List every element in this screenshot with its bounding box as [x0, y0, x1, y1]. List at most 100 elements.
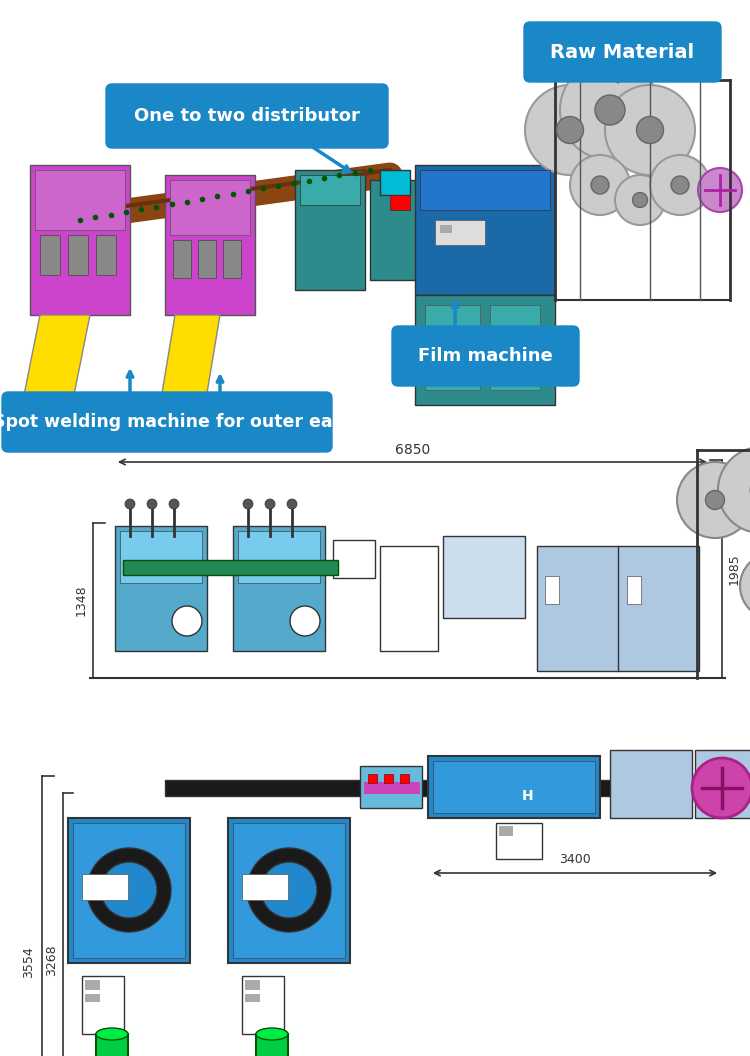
Circle shape	[556, 116, 584, 144]
Circle shape	[650, 155, 710, 215]
Bar	[82, 976, 124, 1034]
Circle shape	[615, 175, 665, 225]
Text: 3268: 3268	[45, 945, 58, 977]
Circle shape	[671, 176, 689, 194]
Text: 6850: 6850	[394, 444, 430, 457]
Bar	[433, 761, 595, 813]
Bar	[380, 546, 438, 650]
Bar	[238, 531, 320, 583]
Bar	[610, 750, 692, 818]
Circle shape	[595, 95, 625, 125]
Bar	[82, 874, 128, 900]
Bar	[245, 994, 260, 1002]
Bar	[242, 874, 288, 900]
Polygon shape	[20, 315, 90, 415]
Circle shape	[247, 848, 331, 932]
Circle shape	[637, 116, 664, 144]
Bar	[415, 295, 555, 406]
FancyBboxPatch shape	[524, 22, 721, 82]
Circle shape	[243, 499, 253, 509]
Bar	[245, 980, 260, 991]
Bar	[165, 780, 610, 796]
Bar	[35, 170, 125, 230]
Bar	[364, 782, 420, 794]
Bar	[428, 756, 600, 818]
Bar	[390, 195, 410, 210]
Circle shape	[147, 499, 157, 509]
Circle shape	[706, 490, 724, 509]
Bar	[120, 531, 202, 583]
Bar	[96, 235, 116, 275]
FancyBboxPatch shape	[2, 392, 332, 452]
Bar	[333, 540, 375, 578]
Text: Raw Material: Raw Material	[550, 42, 694, 61]
Circle shape	[261, 862, 317, 918]
Bar	[233, 823, 345, 958]
Bar	[435, 220, 485, 245]
Circle shape	[591, 176, 609, 194]
Ellipse shape	[256, 1027, 288, 1040]
Bar	[228, 818, 350, 963]
Text: Spot welding machine for outer ear: Spot welding machine for outer ear	[0, 413, 341, 431]
Bar	[115, 526, 207, 650]
Text: 3554: 3554	[22, 946, 35, 978]
Bar	[440, 225, 452, 233]
Bar	[233, 526, 325, 650]
Circle shape	[560, 60, 660, 161]
Bar	[0, 700, 750, 1056]
Bar	[384, 774, 393, 782]
Bar	[545, 576, 559, 604]
Polygon shape	[160, 315, 220, 406]
Circle shape	[740, 553, 750, 619]
Circle shape	[570, 155, 630, 215]
Circle shape	[169, 499, 179, 509]
Bar	[165, 175, 255, 315]
Bar	[443, 536, 525, 618]
Bar	[368, 774, 377, 782]
Circle shape	[172, 606, 202, 636]
Bar	[223, 240, 241, 278]
Circle shape	[287, 499, 297, 509]
Text: H: H	[522, 789, 534, 803]
Circle shape	[290, 606, 320, 636]
Text: One to two distributor: One to two distributor	[134, 107, 360, 125]
Bar	[370, 180, 420, 280]
Bar	[0, 0, 750, 430]
Text: 1985: 1985	[728, 553, 741, 585]
Circle shape	[692, 758, 750, 818]
Bar	[490, 305, 540, 390]
Bar	[499, 826, 513, 836]
Bar	[420, 170, 550, 210]
Bar	[380, 170, 410, 195]
Bar	[537, 546, 699, 671]
Circle shape	[265, 499, 275, 509]
Bar	[455, 343, 460, 358]
Bar	[40, 235, 60, 275]
Bar	[400, 774, 409, 782]
Bar	[170, 180, 250, 235]
Circle shape	[605, 84, 695, 175]
Bar	[295, 170, 365, 290]
Bar	[425, 305, 480, 390]
Circle shape	[101, 862, 157, 918]
Bar	[30, 165, 130, 315]
Circle shape	[125, 499, 135, 509]
Bar	[96, 1034, 128, 1056]
Bar	[496, 823, 542, 859]
Bar	[68, 235, 88, 275]
Circle shape	[87, 848, 171, 932]
Bar	[123, 560, 338, 576]
Bar	[73, 823, 185, 958]
Bar	[695, 750, 750, 818]
Bar	[68, 818, 190, 963]
Circle shape	[632, 192, 647, 207]
Bar	[627, 576, 641, 604]
FancyBboxPatch shape	[392, 326, 579, 386]
Bar	[0, 450, 750, 700]
Bar	[173, 240, 191, 278]
Bar	[85, 994, 100, 1002]
Bar	[242, 976, 284, 1034]
Bar	[300, 175, 360, 205]
Circle shape	[677, 463, 750, 538]
Circle shape	[718, 447, 750, 533]
